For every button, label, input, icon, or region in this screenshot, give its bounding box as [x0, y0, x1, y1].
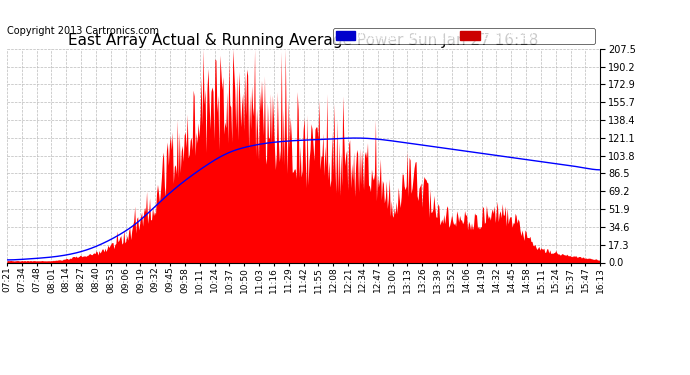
Title: East Array Actual & Running Average Power Sun Jan 27 16:18: East Array Actual & Running Average Powe…: [68, 33, 539, 48]
Legend: Average  (DC Watts), East Array  (DC Watts): Average (DC Watts), East Array (DC Watts…: [333, 28, 595, 44]
Text: Copyright 2013 Cartronics.com: Copyright 2013 Cartronics.com: [7, 26, 159, 36]
